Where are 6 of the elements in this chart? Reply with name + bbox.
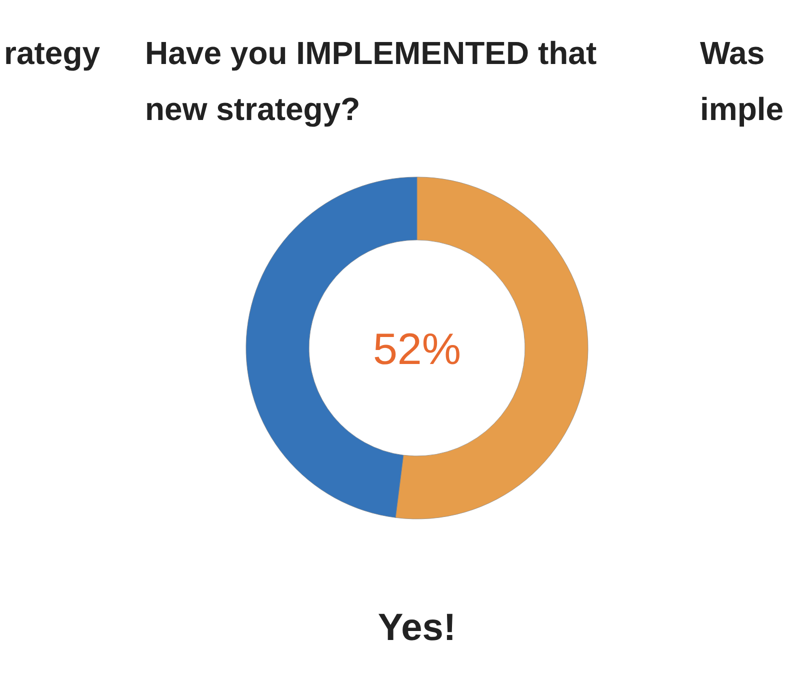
text: Was (700, 35, 765, 71)
text: 52% (372, 325, 462, 374)
text: imple (700, 91, 784, 127)
text: Yes! (378, 607, 456, 649)
chart-title: Have you IMPLEMENTED that new strategy? (145, 35, 597, 127)
text: rategy (4, 35, 100, 71)
